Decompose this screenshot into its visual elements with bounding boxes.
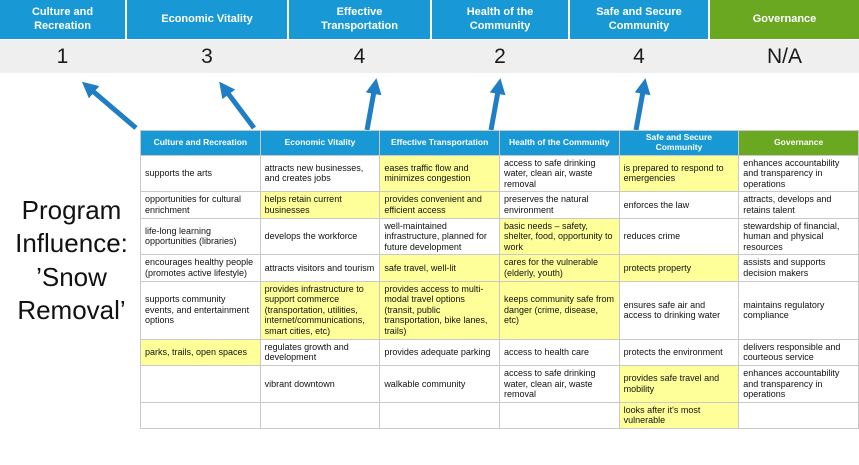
influence-cell-highlighted: provides infrastructure to support comme…: [259, 280, 381, 340]
arrow-icon: [364, 78, 382, 131]
influence-cell: ensures safe air and access to drinking …: [618, 280, 740, 340]
influence-cell-highlighted: looks after it's most vulnerable: [618, 401, 740, 429]
pillar-banner: Culture and Recreation Economic Vitality E…: [0, 0, 859, 39]
influence-cell: provides adequate parking: [379, 338, 500, 366]
influence-cell: [259, 401, 381, 429]
influence-arrows: [81, 78, 651, 131]
influence-cell: reduces crime: [618, 217, 740, 256]
influence-cell: attracts new businesses, and creates job…: [259, 154, 381, 193]
influence-cell: enforces the law: [618, 191, 740, 219]
influence-cell: [140, 401, 261, 429]
pillar-score-3: 4: [353, 44, 366, 68]
pillar-label-1: Culture and Recreation: [0, 0, 125, 39]
column-header: Effective Transportation: [379, 130, 500, 156]
influence-cell: develops the workforce: [259, 217, 381, 256]
column-header: Governance: [738, 130, 859, 156]
influence-cell: walkable community: [379, 364, 500, 403]
column-header: Culture and Recreation: [140, 130, 261, 156]
influence-cell: access to health care: [498, 338, 620, 366]
influence-cell: attracts, develops and retains talent: [738, 191, 859, 219]
influence-cell: life-long learning opportunities (librar…: [140, 217, 261, 256]
table-row: encourages healthy people (promotes acti…: [140, 254, 859, 282]
table-header-row: Culture and Recreation Economic Vitality E…: [140, 130, 859, 156]
pillar-score-1: 1: [56, 44, 69, 68]
influence-cell: protects the environment: [618, 338, 740, 366]
table-row: vibrant downtown walkable community access…: [140, 364, 859, 403]
influence-cell-highlighted: basic needs – safety, shelter, food, opp…: [498, 217, 620, 256]
pillar-label-2: Economic Vitality: [127, 0, 287, 39]
pillar-label-4: Health of the Community: [432, 0, 568, 39]
influence-cell: stewardship of financial, human and phys…: [738, 217, 859, 256]
influence-cell: assists and supports decision makers: [738, 254, 859, 282]
influence-cell: vibrant downtown: [259, 364, 381, 403]
influence-cell-highlighted: provides safe travel and mobility: [618, 364, 740, 403]
table-row: opportunities for cultural enrichment hel…: [140, 191, 859, 219]
arrow-icon: [633, 78, 651, 131]
influence-cell-highlighted: is prepared to respond to emergencies: [618, 154, 740, 193]
column-header: Economic Vitality: [259, 130, 381, 156]
influence-cell-highlighted: protects property: [618, 254, 740, 282]
influence-cell: [140, 364, 261, 403]
arrow-icon: [81, 81, 138, 130]
influence-cell: maintains regulatory compliance: [738, 280, 859, 340]
influence-cell: attracts visitors and tourism: [259, 254, 381, 282]
influence-cell: encourages healthy people (promotes acti…: [140, 254, 261, 282]
score-row: 1 3 4 2 4 N/A: [0, 40, 859, 73]
influence-cell: [379, 401, 500, 429]
influence-cell: [498, 401, 620, 429]
arrow-icon: [488, 78, 506, 131]
influence-cell-highlighted: cares for the vulnerable (elderly, youth…: [498, 254, 620, 282]
influence-cell-highlighted: parks, trails, open spaces: [140, 338, 261, 366]
pillar-label-3: Effective Transportation: [289, 0, 430, 39]
influence-cell: [738, 401, 859, 429]
influence-cell: enhances accountability and transparency…: [738, 154, 859, 193]
influence-cell: regulates growth and development: [259, 338, 381, 366]
influence-cell: access to safe drinking water, clean air…: [498, 154, 620, 193]
influence-cell: preserves the natural environment: [498, 191, 620, 219]
table-row: supports the arts attracts new businesses…: [140, 154, 859, 193]
influence-cell: access to safe drinking water, clean air…: [498, 364, 620, 403]
influence-cell: supports community events, and entertain…: [140, 280, 261, 340]
pillar-score-6: N/A: [766, 44, 802, 68]
pillar-label-5: Safe and Secure Community: [570, 0, 708, 39]
influence-table: Culture and Recreation Economic Vitality E…: [140, 130, 859, 429]
influence-cell-highlighted: helps retain current businesses: [259, 191, 381, 219]
influence-cell-highlighted: keeps community safe from danger (crime,…: [498, 280, 620, 340]
influence-cell: supports the arts: [140, 154, 261, 193]
influence-cell-highlighted: eases traffic flow and minimizes congest…: [379, 154, 500, 193]
table-row: life-long learning opportunities (librar…: [140, 217, 859, 256]
influence-cell: enhances accountability and transparency…: [738, 364, 859, 403]
pillar-score-4: 2: [494, 44, 506, 68]
influence-cell: delivers responsible and courteous servi…: [738, 338, 859, 366]
pillar-score-2: 3: [201, 44, 213, 68]
pillar-score-5: 4: [633, 44, 645, 68]
pillar-label-6: Governance: [710, 0, 859, 39]
table-row: supports community events, and entertain…: [140, 280, 859, 340]
column-header: Health of the Community: [498, 130, 620, 156]
influence-cell: well-maintained infrastructure, planned …: [379, 217, 500, 256]
table-row: parks, trails, open spaces regulates grow…: [140, 338, 859, 366]
influence-cell: opportunities for cultural enrichment: [140, 191, 261, 219]
arrow-icon: [219, 81, 256, 130]
table-row: looks after it's most vulnerable: [140, 401, 859, 429]
influence-cell-highlighted: provides access to multi-modal travel op…: [379, 280, 500, 340]
column-header: Safe and Secure Community: [618, 130, 740, 156]
program-title: Program Influence: ’Snow Removal’: [15, 195, 128, 325]
influence-cell-highlighted: provides convenient and efficient access: [379, 191, 500, 219]
influence-cell-highlighted: safe travel, well-lit: [379, 254, 500, 282]
